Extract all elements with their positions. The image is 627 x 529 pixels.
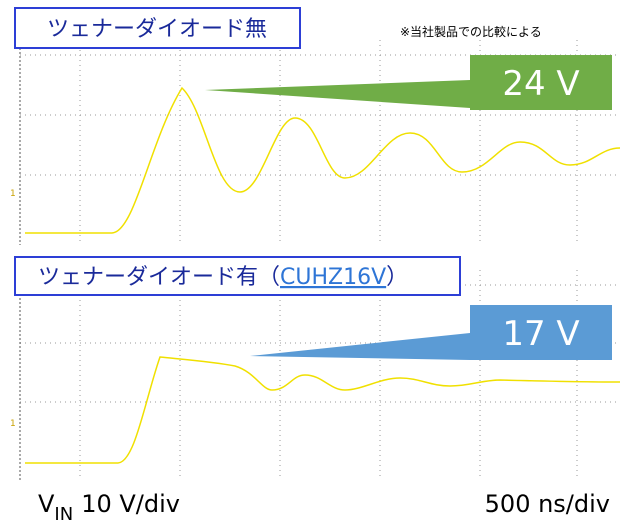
bottom-waveform: [25, 357, 620, 463]
note: ※当社製品での比較による: [400, 24, 542, 39]
v-scale-text: 10 V/div: [81, 490, 180, 518]
top-label: ツェナーダイオード無: [47, 17, 267, 42]
callout-value: 24 V: [502, 64, 579, 104]
page: 1 1 ツェナーダイオード無 ※当社製品での比較による 24 V ツェナーダイオ…: [0, 0, 627, 529]
callout-value: 17 V: [502, 314, 579, 354]
channel-marker: 1: [10, 189, 16, 199]
scope-figure: 1 1 ツェナーダイオード無 ※当社製品での比較による 24 V ツェナーダイオ…: [0, 0, 627, 529]
channel-marker: 1: [10, 419, 16, 429]
bottom-grid: [20, 270, 620, 480]
callout-pointer: [250, 333, 470, 360]
v-subscript: IN: [54, 504, 73, 525]
v-scale: VIN 10 V/div: [38, 490, 180, 525]
label-text: ツェナーダイオード有（: [38, 265, 280, 290]
label-text: ）: [386, 265, 408, 290]
v-symbol: V: [38, 490, 55, 518]
bottom-label: ツェナーダイオード有（CUHZ16V）: [38, 265, 408, 290]
time-scale: 500 ns/div: [485, 490, 610, 518]
callout-pointer: [205, 80, 470, 108]
product-link[interactable]: CUHZ16V: [280, 265, 386, 290]
